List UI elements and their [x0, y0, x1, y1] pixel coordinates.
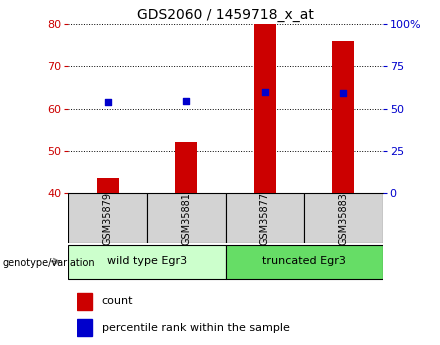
- FancyBboxPatch shape: [226, 193, 304, 243]
- Text: count: count: [102, 296, 133, 306]
- Point: [340, 91, 347, 96]
- Text: GSM35881: GSM35881: [181, 192, 191, 245]
- Point: [183, 98, 190, 104]
- Bar: [77, 319, 92, 336]
- Text: wild type Egr3: wild type Egr3: [107, 256, 187, 266]
- Bar: [77, 293, 92, 309]
- FancyBboxPatch shape: [226, 245, 383, 279]
- Bar: [254, 24, 276, 193]
- Title: GDS2060 / 1459718_x_at: GDS2060 / 1459718_x_at: [137, 8, 314, 22]
- Text: GSM35883: GSM35883: [338, 192, 348, 245]
- Text: truncated Egr3: truncated Egr3: [262, 256, 346, 266]
- Text: GSM35879: GSM35879: [103, 192, 113, 245]
- Bar: [175, 142, 197, 193]
- Text: percentile rank within the sample: percentile rank within the sample: [102, 323, 290, 333]
- Text: genotype/variation: genotype/variation: [2, 258, 95, 268]
- FancyBboxPatch shape: [304, 193, 383, 243]
- FancyBboxPatch shape: [68, 245, 226, 279]
- Bar: [333, 41, 355, 193]
- Text: GSM35877: GSM35877: [260, 192, 270, 245]
- Bar: [96, 178, 118, 193]
- Point: [104, 99, 111, 105]
- Point: [261, 89, 268, 95]
- FancyBboxPatch shape: [147, 193, 226, 243]
- FancyBboxPatch shape: [68, 193, 147, 243]
